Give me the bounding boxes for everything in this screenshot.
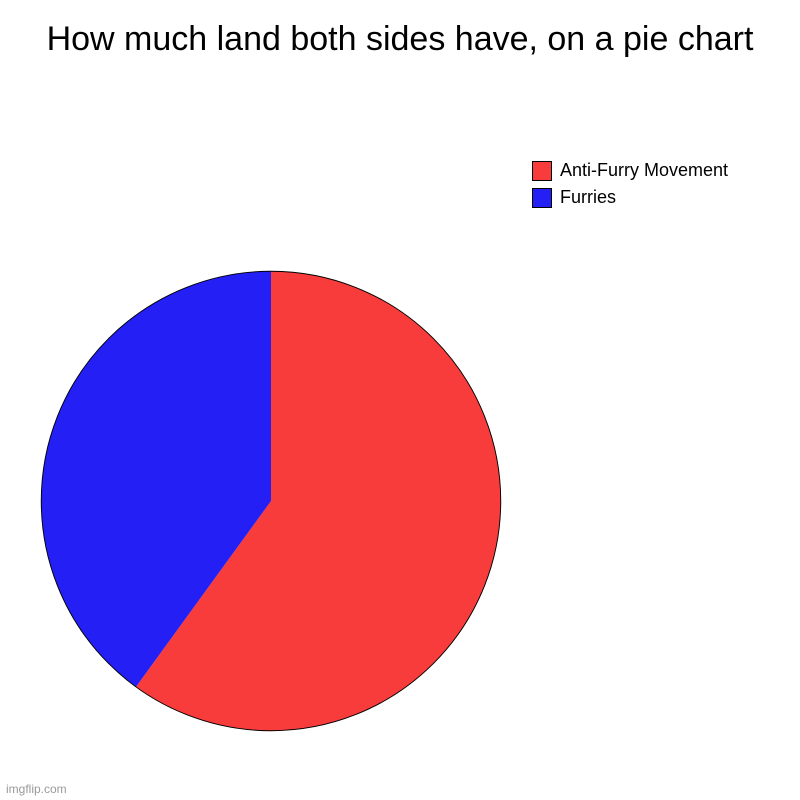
- legend-swatch: [532, 188, 552, 208]
- legend-label: Anti-Furry Movement: [560, 160, 728, 181]
- chart-title: How much land both sides have, on a pie …: [0, 0, 800, 61]
- legend-item: Anti-Furry Movement: [532, 160, 728, 181]
- legend-swatch: [532, 161, 552, 181]
- pie-chart: [38, 268, 504, 734]
- legend: Anti-Furry Movement Furries: [532, 160, 728, 214]
- legend-label: Furries: [560, 187, 616, 208]
- legend-item: Furries: [532, 187, 728, 208]
- watermark: imgflip.com: [6, 782, 67, 796]
